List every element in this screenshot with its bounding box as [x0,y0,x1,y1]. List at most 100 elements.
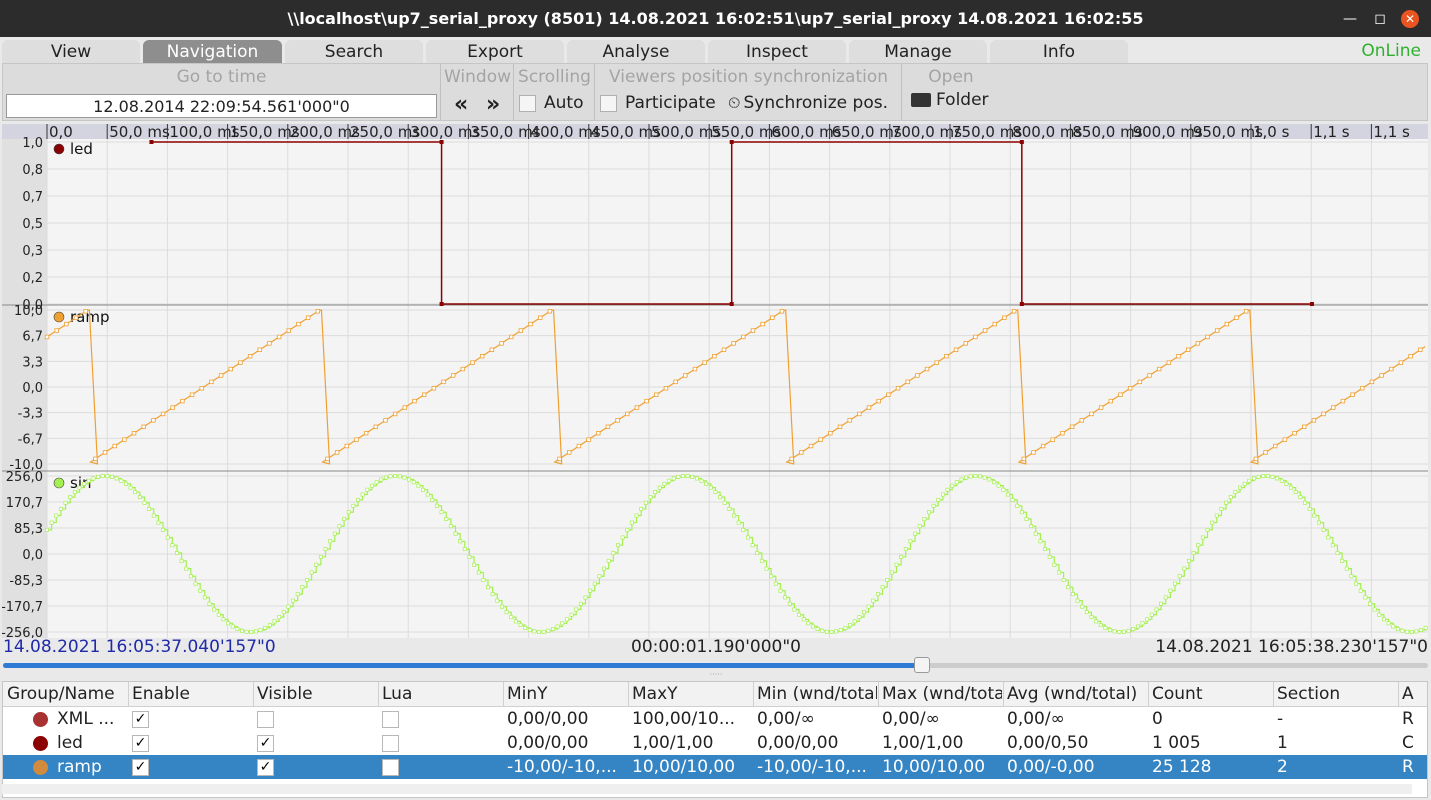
table-row[interactable]: XML ... ✓ 0,00/0,00 100,00/10... 0,00/∞ … [3,707,1427,731]
auto-label: Auto [544,93,584,113]
data-point [1293,490,1298,495]
data-point [1368,601,1372,606]
time-axis-tick-label: 450,0 ms [591,124,661,141]
col-count[interactable]: Count [1152,684,1203,704]
data-point [683,373,688,378]
table-row[interactable]: led ✓ ✓ 0,00/0,00 1,00/1,00 0,00/0,00 1,… [3,731,1427,755]
data-point [1191,551,1196,555]
data-point [267,623,272,627]
data-point [829,630,834,634]
col-maxy[interactable]: MaxY [632,684,678,704]
data-point [592,581,597,586]
data-point [499,604,504,609]
tab-manage[interactable]: Manage [849,40,987,63]
col-min-wnd-total[interactable]: Min (wnd/total) [757,684,877,704]
data-point [1273,443,1278,449]
data-point [1186,558,1191,563]
col-max-wnd-total[interactable]: Max (wnd/total) [882,684,1002,704]
navigation-toolbar: Go to time 12.08.2014 22:09:54.561'000"0… [2,63,1428,121]
data-point [44,334,50,340]
close-icon[interactable]: ✕ [1401,10,1419,28]
col-section[interactable]: Section [1277,684,1341,704]
participate-checkbox[interactable]: Participate [600,93,716,113]
data-point [676,474,681,479]
col-group-name[interactable]: Group/Name [7,684,115,704]
data-point [982,328,988,333]
data-point [605,424,611,429]
data-point [170,543,175,548]
data-point [325,456,330,462]
data-point [342,517,347,521]
data-point [824,629,829,634]
col-visible[interactable]: Visible [257,684,313,704]
data-point [1321,527,1326,532]
data-point [207,601,212,606]
data-point [755,551,760,555]
lua-checkbox[interactable] [382,759,399,776]
data-point [244,629,249,634]
tab-navigation[interactable]: Navigation [143,40,282,63]
col-miny[interactable]: MinY [507,684,548,704]
col-enable[interactable]: Enable [132,684,190,704]
data-point [1127,386,1133,391]
tab-analyse[interactable]: Analyse [567,40,705,63]
data-point [1381,617,1386,622]
table-row-selected[interactable]: ramp ✓ ✓ -10,00/-10,... 10,00/10,00 -10,… [3,755,1427,779]
data-point [843,625,848,630]
data-point [151,418,156,423]
tab-view[interactable]: View [2,40,140,63]
tab-export[interactable]: Export [426,40,564,63]
table-horizontal-scrollbar[interactable] [2,784,1412,794]
lua-checkbox[interactable] [382,735,399,752]
enable-checkbox[interactable]: ✓ [132,711,149,728]
minimize-icon[interactable]: — [1343,10,1357,27]
scrolling-label: Scrolling [518,67,591,87]
tab-search[interactable]: Search [285,40,423,63]
lua-checkbox[interactable] [382,711,399,728]
data-point [1079,418,1084,423]
splitter-grip[interactable]: ····· [709,670,723,679]
synchronize-button[interactable]: ⏲ Synchronize pos. [728,93,888,113]
data-point [1156,366,1162,372]
enable-checkbox[interactable]: ✓ [132,759,149,776]
goto-time-input[interactable]: 12.08.2014 22:09:54.561'000"0 [6,94,437,118]
auto-checkbox-box[interactable] [519,94,536,112]
data-point [1094,619,1099,624]
data-point [806,621,811,626]
data-point [286,604,291,609]
tab-info[interactable]: Info [990,40,1128,63]
data-point [1108,398,1113,404]
data-point [509,615,514,620]
time-axis-tick-label: 700,0 ms [892,124,962,141]
visible-checkbox[interactable]: ✓ [257,735,274,752]
data-point [732,513,736,518]
timeline-slider-knob[interactable] [914,657,930,673]
maximize-icon[interactable]: ◻ [1374,10,1386,27]
data-point [1019,510,1024,515]
visible-checkbox[interactable]: ✓ [257,759,274,776]
data-point [180,398,185,404]
col-avg-wnd-total[interactable]: Avg (wnd/total) [1007,684,1138,704]
data-point [557,456,562,462]
time-axis-tick-label: 150,0 ms [230,124,300,141]
col-a[interactable]: A [1402,684,1414,704]
window-prev-button[interactable]: « [454,92,469,117]
enable-checkbox[interactable]: ✓ [132,735,149,752]
visible-checkbox[interactable] [257,711,274,728]
data-point [1363,595,1368,600]
data-point [574,607,579,612]
data-point [615,418,620,423]
data-point [620,535,625,540]
col-lua[interactable]: Lua [382,684,413,704]
window-next-button[interactable]: » [486,92,501,117]
tab-inspect[interactable]: Inspect [708,40,846,63]
open-folder-button[interactable]: Folder [911,90,989,110]
data-point [560,621,565,626]
data-point [538,315,543,320]
data-point [1253,456,1259,462]
data-point [713,490,718,495]
data-point [1066,585,1071,590]
auto-scroll-checkbox[interactable]: Auto [519,93,583,113]
participate-checkbox-box[interactable] [600,94,617,112]
